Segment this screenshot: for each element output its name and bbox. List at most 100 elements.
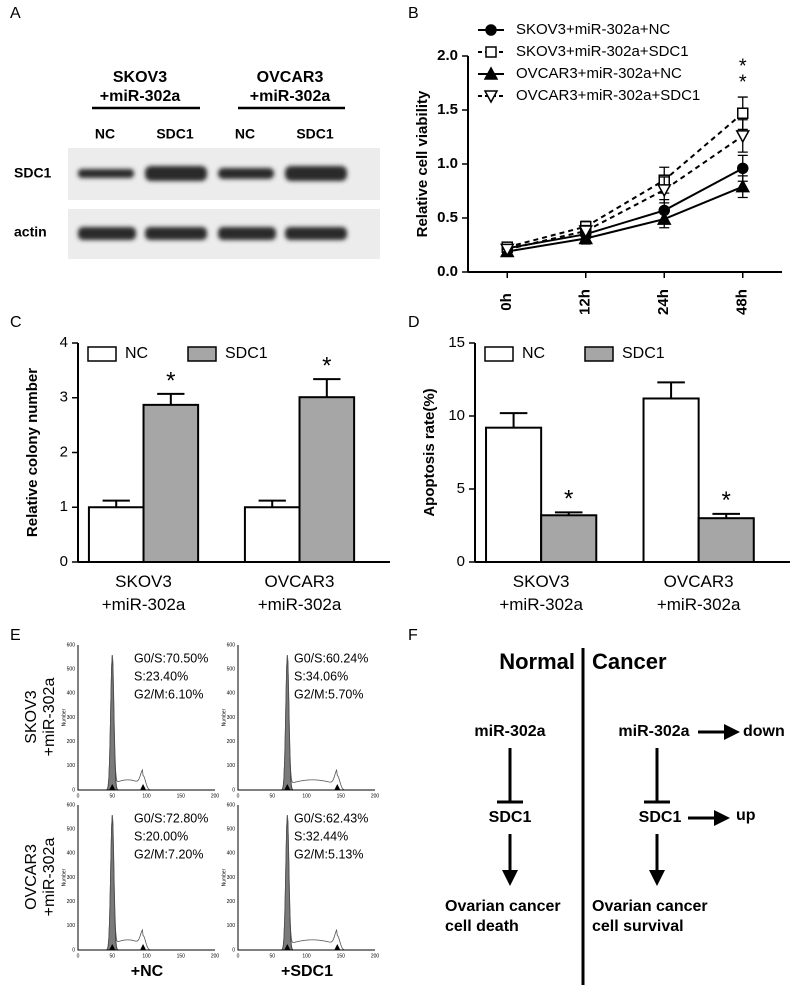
node: miR-302a bbox=[474, 723, 545, 740]
y-tick-label: 2.0 bbox=[437, 47, 458, 64]
panel-label: E bbox=[10, 627, 21, 644]
gate-marker bbox=[334, 784, 341, 790]
phase-stat: S:23.40% bbox=[134, 669, 188, 683]
y-axis-label: Number bbox=[221, 708, 227, 726]
bands bbox=[78, 166, 347, 240]
legend-label: SDC1 bbox=[225, 345, 268, 362]
error-bar bbox=[258, 499, 286, 508]
lane-label: SDC1 bbox=[156, 126, 194, 142]
y-tick-label: 10 bbox=[448, 407, 465, 424]
row-label: SDC1 bbox=[14, 165, 52, 181]
series-line bbox=[507, 185, 744, 253]
flow-histogram: 0 50 100 150 200 0 100 200 300 400 500 600 Number G0/… bbox=[221, 802, 379, 959]
x-tick-label: 150 bbox=[177, 953, 186, 959]
y-tick-label: 500 bbox=[227, 666, 236, 672]
marker bbox=[483, 90, 499, 104]
y-tick-label: 200 bbox=[227, 739, 236, 745]
x-tick-label: 100 bbox=[302, 953, 311, 959]
legend-label: NC bbox=[522, 345, 545, 362]
x-tick-label: OVCAR3 +miR-302a bbox=[656, 572, 741, 614]
gate-marker bbox=[334, 944, 341, 950]
arrow-head bbox=[649, 870, 665, 886]
flow-labels: SKOV3 +miR-302a OVCAR3 +miR-302a +NC +SD… bbox=[23, 678, 333, 981]
x-tick-label: 0 bbox=[77, 793, 80, 799]
phase-stat: G2/M:5.13% bbox=[294, 847, 363, 861]
axes bbox=[237, 645, 375, 791]
y-tick-label: 0 bbox=[232, 947, 235, 953]
row-label: SKOV3 bbox=[23, 690, 40, 743]
legend-label: OVCAR3+miR-302a+NC bbox=[516, 65, 682, 82]
flow-histogram: 0 50 100 150 200 0 100 200 300 400 500 600 Number G0/… bbox=[61, 802, 219, 959]
legend-swatch bbox=[484, 346, 514, 362]
y-tick-label: 0 bbox=[60, 553, 68, 570]
y-tick-label: 300 bbox=[227, 715, 236, 721]
node: up bbox=[736, 807, 756, 824]
bar bbox=[485, 426, 543, 563]
bar bbox=[243, 506, 301, 563]
significance: * bbox=[564, 486, 573, 513]
x-tick-label: 50 bbox=[109, 953, 115, 959]
phase-stat: G0/S:70.50% bbox=[134, 651, 208, 665]
x-tick-label: SKOV3 +miR-302a bbox=[499, 572, 583, 614]
phase-stat: S:32.44% bbox=[294, 829, 348, 843]
group-label: +miR-302a bbox=[250, 88, 331, 105]
marker bbox=[656, 211, 672, 225]
error-bar bbox=[313, 378, 341, 398]
x-tick-label: 0 bbox=[237, 953, 240, 959]
y-axis-label: Number bbox=[221, 868, 227, 886]
marker bbox=[737, 107, 749, 119]
gate-marker bbox=[109, 784, 116, 790]
bar bbox=[540, 514, 598, 564]
header: Cancer bbox=[592, 649, 667, 674]
gate-marker bbox=[284, 784, 291, 790]
x-tick-label: 50 bbox=[269, 953, 275, 959]
panel-label: A bbox=[10, 5, 21, 22]
row-label: +miR-302a bbox=[41, 838, 58, 917]
bar bbox=[298, 396, 356, 564]
column-label: +SDC1 bbox=[281, 963, 333, 980]
flow-histogram: 0 50 100 150 200 0 100 200 300 400 500 600 Number G0/… bbox=[61, 642, 219, 799]
panel-label: B bbox=[408, 5, 419, 22]
y-tick-label: 5 bbox=[457, 480, 465, 497]
marker bbox=[483, 66, 499, 80]
y-tick-label: 400 bbox=[227, 851, 236, 857]
y-tick-label: 0 bbox=[457, 553, 465, 570]
y-tick-label: 15 bbox=[448, 334, 465, 351]
node: SDC1 bbox=[489, 809, 532, 826]
arrow-head bbox=[724, 724, 740, 740]
x-tick-label: 50 bbox=[109, 793, 115, 799]
y-tick-label: 100 bbox=[67, 923, 76, 929]
bar bbox=[87, 506, 145, 563]
significance: * bbox=[166, 367, 175, 394]
error-bar bbox=[102, 499, 130, 508]
gate-marker bbox=[284, 944, 291, 950]
row-label: OVCAR3 bbox=[23, 844, 40, 910]
node: cell death bbox=[445, 918, 519, 935]
group-label: OVCAR3 bbox=[257, 69, 324, 86]
x-tick-label: 0h bbox=[498, 293, 515, 311]
y-tick-label: 0.0 bbox=[437, 263, 458, 280]
marker bbox=[485, 46, 497, 58]
y-tick-label: 300 bbox=[67, 715, 76, 721]
bar bbox=[697, 517, 755, 564]
axes bbox=[77, 805, 215, 951]
y-tick-label: 0 bbox=[72, 947, 75, 953]
y-tick-label: 500 bbox=[67, 666, 76, 672]
y-tick-label: 1 bbox=[60, 498, 68, 515]
y-tick-label: 500 bbox=[67, 826, 76, 832]
y-axis-label: Relative cell viability bbox=[414, 90, 431, 237]
significance: * bbox=[322, 352, 331, 379]
y-axis-label: Relative colony number bbox=[24, 368, 41, 537]
y-tick-label: 2 bbox=[60, 443, 68, 460]
legend-label: OVCAR3+miR-302a+SDC1 bbox=[516, 87, 700, 104]
panel-label: C bbox=[10, 314, 22, 331]
y-tick-label: 600 bbox=[67, 802, 76, 808]
axes bbox=[77, 645, 215, 791]
error-bar bbox=[712, 512, 740, 519]
gate-marker bbox=[140, 784, 147, 790]
y-tick-label: 400 bbox=[67, 851, 76, 857]
bar bbox=[142, 403, 200, 563]
series-line bbox=[507, 135, 744, 251]
lane-label: NC bbox=[95, 126, 115, 142]
